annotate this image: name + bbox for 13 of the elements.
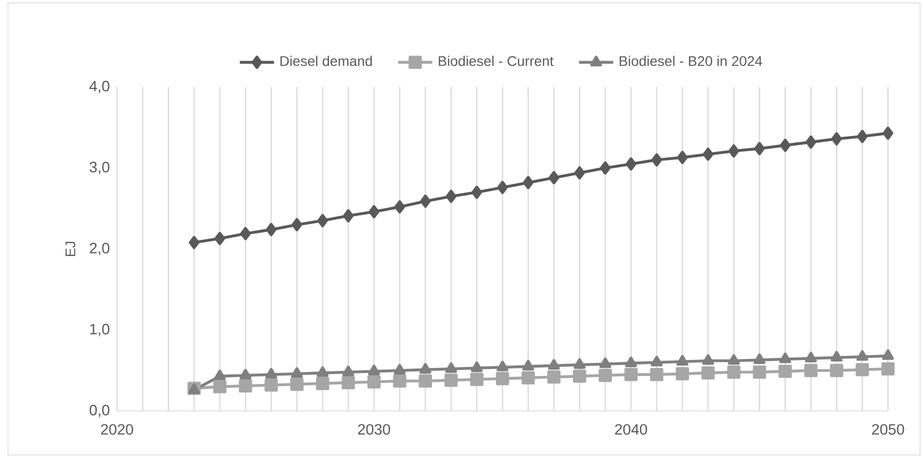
y-tick-label: 2,0 [90,242,110,256]
y-tick-label: 3,0 [90,162,110,174]
legend-label: Diesel demand [280,56,372,66]
y-tick-label: 1,0 [90,324,110,336]
y-axis-title: EJ [66,242,76,256]
x-tick-label: 2020 [101,424,134,435]
x-tick-label: 2050 [872,424,904,435]
legend-label: Biodiesel - Current [438,56,554,66]
y-tick-label: 4,0 [89,80,110,94]
legend-label: Biodiesel - B20 in 2024 [620,56,762,66]
y-tick-label: 0,0 [90,404,110,418]
x-tick-label: 2030 [358,424,390,435]
x-tick-label: 2040 [615,424,648,435]
